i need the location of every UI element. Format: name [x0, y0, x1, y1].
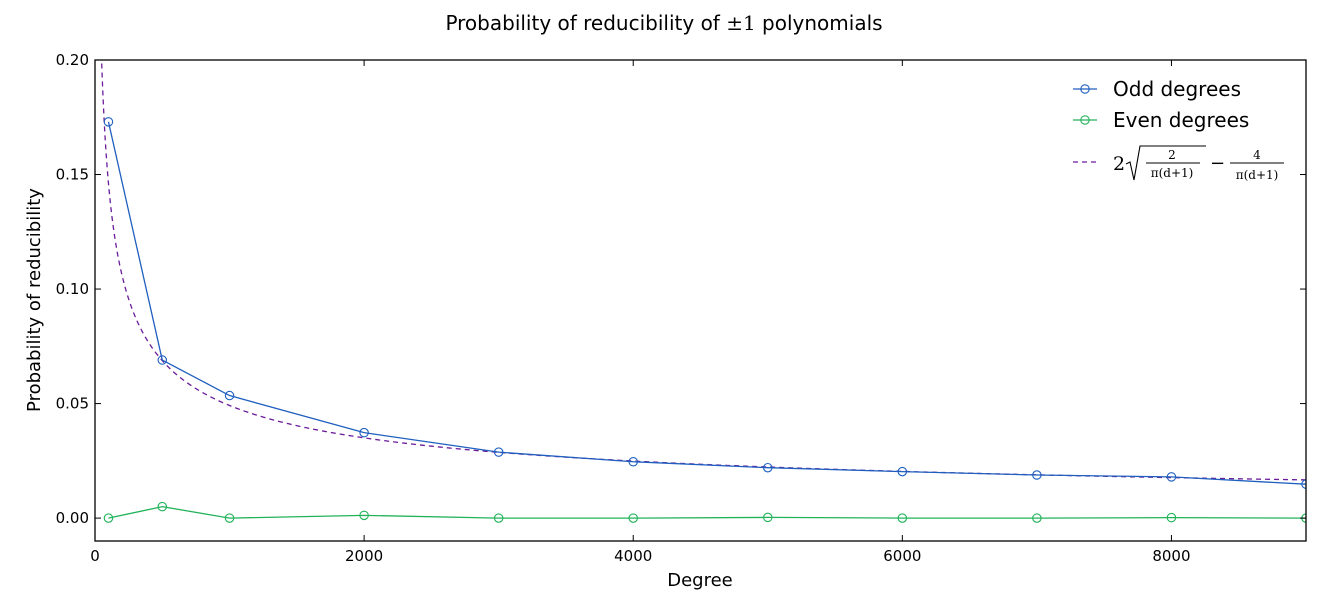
plot-clip-group: [101, 63, 1306, 523]
x-tick-label: 6000: [883, 547, 921, 565]
axes-frame: [94, 59, 1307, 542]
x-axis-label: Degree: [667, 570, 733, 591]
x-tick-label: 4000: [614, 547, 652, 565]
x-tick-label: 2000: [345, 547, 383, 565]
y-tick-label: 0.00: [56, 509, 89, 527]
x-tick-label: 0: [90, 547, 100, 565]
point-even-degrees: [157, 501, 168, 512]
legend-marker-even: [1080, 115, 1090, 125]
formula-minus: −: [1210, 153, 1225, 174]
point-odd-degrees: [628, 456, 638, 467]
formula-coef: 2: [1113, 153, 1125, 175]
plot-area: [101, 63, 1306, 523]
y-tick-label: 0.20: [56, 51, 89, 69]
y-tick-label: 0.05: [56, 395, 89, 413]
point-odd-degrees: [359, 427, 369, 438]
x-tick-label: 8000: [1152, 547, 1190, 565]
point-even-degrees: [897, 513, 908, 523]
formula-den1: π(d+1): [1151, 166, 1194, 180]
series-line-even-degrees: [108, 505, 1306, 519]
point-even-degrees: [224, 513, 235, 523]
point-odd-degrees: [224, 390, 235, 401]
point-odd-degrees: [1301, 479, 1306, 489]
axis-ticks: 0 2000 4000 6000 8000 0.00 0.05 0.10 0.15 0.20: [56, 51, 1306, 565]
legend-label-odd: Odd degrees: [1113, 77, 1241, 101]
y-tick-label: 0.15: [56, 166, 89, 184]
y-axis-label: Probability of reducibility: [24, 188, 45, 412]
point-odd-degrees: [1166, 472, 1177, 482]
point-even-degrees: [1166, 512, 1177, 523]
point-even-degrees: [1032, 513, 1042, 523]
series-line-odd-degrees: [107, 121, 1306, 485]
point-even-degrees: [763, 512, 773, 523]
formula-num1: 2: [1168, 148, 1176, 162]
legend-formula: 2 2 π(d+1) − 4 π(d+1): [1113, 145, 1284, 182]
legend-marker-odd: [1080, 84, 1090, 94]
legend-label-even: Even degrees: [1113, 108, 1249, 132]
point-odd-degrees: [897, 466, 908, 477]
point-odd-degrees: [763, 462, 773, 473]
sqrt-sign-icon: [1125, 145, 1206, 181]
formula-num2: 4: [1253, 148, 1261, 162]
point-odd-degrees: [1032, 470, 1042, 480]
point-odd-degrees: [493, 447, 504, 457]
point-even-degrees: [103, 513, 114, 523]
point-even-degrees: [359, 510, 369, 521]
y-tick-label: 0.10: [56, 280, 89, 298]
point-odd-degrees: [103, 117, 114, 127]
point-even-degrees: [628, 513, 638, 523]
chart-title: Probability of reducibility of ±1 polyno…: [445, 11, 882, 35]
formula-den2: π(d+1): [1236, 168, 1279, 182]
curve-asymptotic: [101, 63, 1306, 481]
point-even-degrees: [493, 513, 504, 523]
legend: Odd degrees Even degrees 2 2 π(d+1) − 4 …: [1073, 77, 1284, 182]
point-odd-degrees: [157, 355, 168, 365]
